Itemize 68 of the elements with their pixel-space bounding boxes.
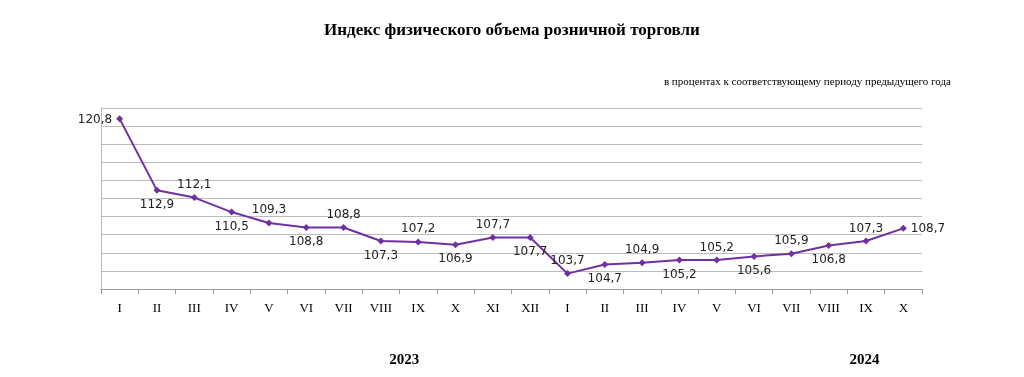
point — [452, 241, 460, 249]
point — [601, 261, 609, 269]
data-label: 110,5 — [214, 218, 249, 233]
data-label: 105,2 — [662, 266, 697, 281]
text: 2023 — [389, 350, 420, 367]
x-tick-label: IV — [224, 300, 240, 315]
data-label: 112,1 — [177, 177, 212, 192]
data-label: 105,6 — [736, 262, 772, 277]
x-tick-label: XII — [521, 300, 540, 315]
point — [265, 219, 273, 227]
x-tick-label: III — [635, 300, 649, 315]
data-label: 108,8 — [326, 206, 361, 221]
data-label: 107,3 — [363, 247, 399, 262]
x-tick-label: I — [117, 300, 122, 315]
x-tick-label: IX — [859, 300, 874, 315]
point — [414, 238, 422, 246]
data-label: 120,8 — [77, 111, 113, 126]
point — [899, 224, 907, 232]
x-tick-label: VII — [334, 300, 353, 315]
point — [713, 256, 721, 264]
point — [228, 208, 236, 216]
data-label: 107,7 — [475, 216, 511, 231]
point — [675, 256, 683, 264]
data-label: 109,3 — [251, 202, 287, 217]
point — [302, 223, 310, 231]
point — [825, 242, 833, 250]
x-tick-label: X — [898, 300, 909, 315]
data-label: 105,9 — [774, 233, 809, 248]
point — [638, 259, 646, 267]
data-label: 106,9 — [438, 251, 473, 266]
x-tick-label: XI — [485, 300, 500, 315]
x-tick-label: V — [264, 300, 275, 315]
data-label: 106,8 — [811, 252, 846, 267]
data-label: 108,8 — [289, 233, 324, 248]
x-tick-label: VIII — [817, 300, 840, 315]
x-tick-label: VI — [299, 300, 314, 315]
data-label: 104,7 — [587, 271, 622, 286]
chart-title: Индекс физического объема розничной торговли — [324, 20, 701, 39]
point — [563, 270, 571, 278]
x-tick-label: IV — [672, 300, 687, 315]
data-label: 112,9 — [139, 196, 175, 211]
text: 2024 — [849, 350, 881, 367]
x-tick-label: III — [187, 300, 201, 315]
point — [153, 186, 161, 194]
x-tick-label: VII — [782, 300, 801, 315]
x-tick-label: VI — [747, 300, 761, 315]
x-tick-label: VIII — [369, 300, 393, 315]
data-label: 105,2 — [699, 239, 734, 254]
x-tick-label: V — [712, 300, 723, 315]
x-tick-label: IX — [411, 300, 426, 315]
point — [190, 194, 198, 202]
point — [377, 237, 385, 245]
x-tick-label: I — [565, 300, 570, 315]
x-tick-label: X — [450, 300, 461, 315]
point — [787, 250, 795, 258]
point — [489, 233, 497, 241]
data-label: 107,3 — [848, 220, 884, 235]
point — [340, 223, 348, 231]
point — [862, 237, 870, 245]
point — [116, 115, 124, 123]
data-label: 108,7 — [910, 221, 946, 236]
point — [750, 252, 758, 260]
x-tick-label: II — [152, 300, 162, 315]
x-tick-label: II — [600, 300, 610, 315]
data-label: 107,2 — [401, 221, 436, 236]
point — [526, 233, 534, 241]
chart-subtitle: в процентах к соответствующему периоду предыдущего года — [663, 74, 952, 87]
data-label: 104,9 — [624, 242, 660, 257]
